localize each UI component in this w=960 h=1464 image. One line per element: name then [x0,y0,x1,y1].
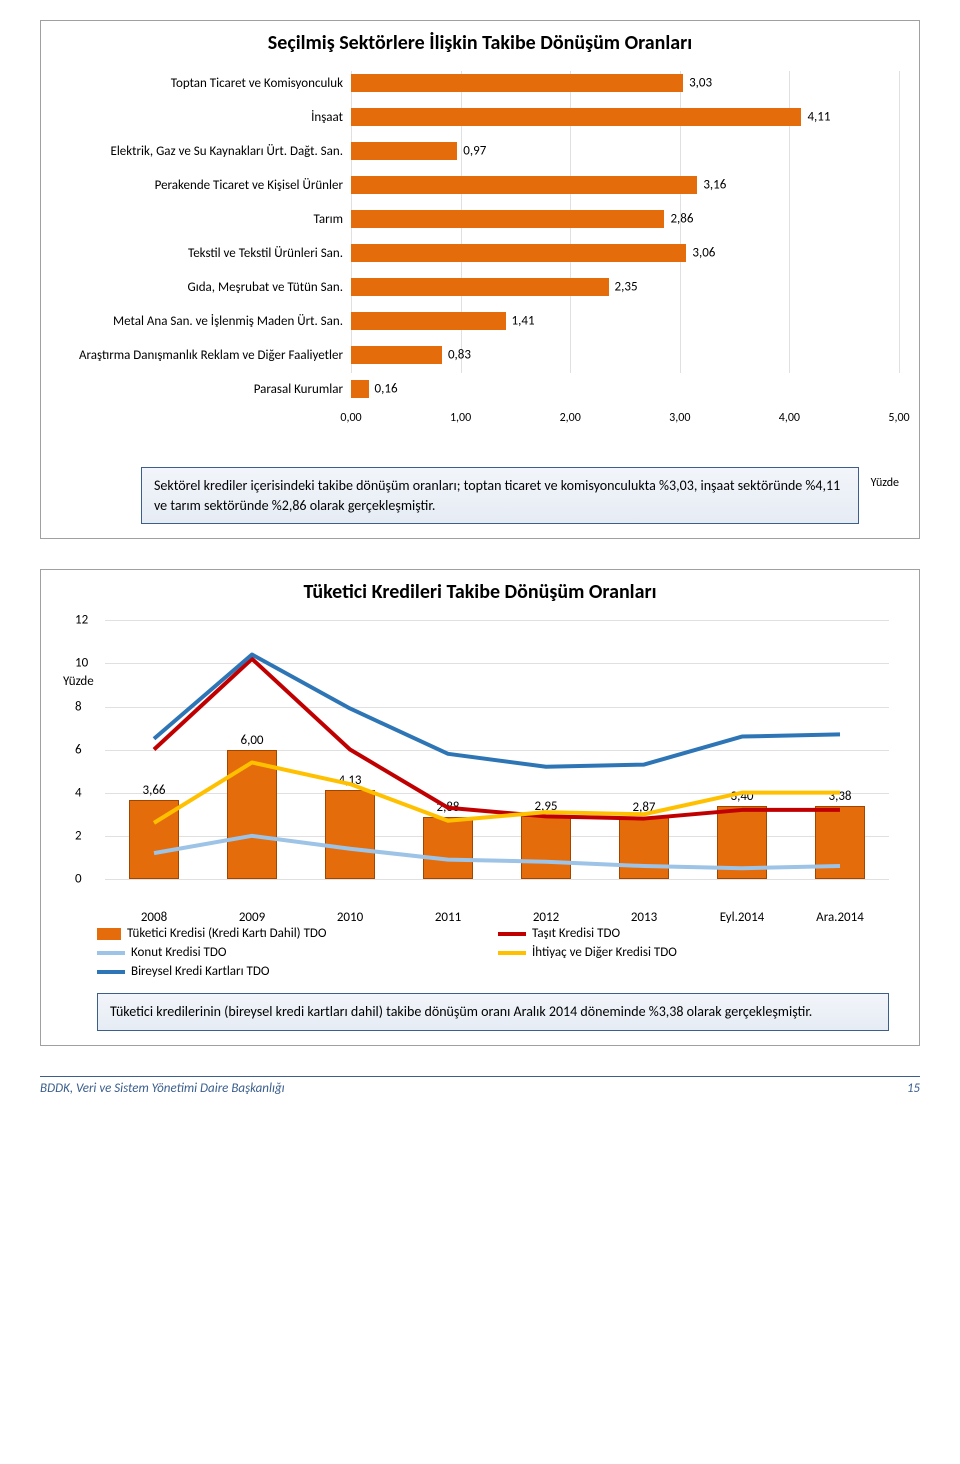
consumer-xaxis-label: Ara.2014 [791,910,889,925]
consumer-ytick: 8 [75,699,82,714]
sector-bar-row: Tarım2,86 [61,207,899,231]
sector-xaxis-tick: 4,00 [779,411,800,425]
consumer-xaxis-label: 2012 [497,910,595,925]
legend-label: Konut Kredisi TDO [131,945,226,960]
legend-label: Taşıt Kredisi TDO [532,926,620,941]
legend-label: İhtiyaç ve Diğer Kredisi TDO [532,945,677,960]
consumer-xaxis-label: 2010 [301,910,399,925]
footer-page-number: 15 [907,1081,920,1096]
sector-bar-label: Elektrik, Gaz ve Su Kaynakları Ürt. Dağt… [61,144,351,159]
legend-item: Taşıt Kredisi TDO [498,926,899,941]
sector-chart: Seçilmiş Sektörlere İlişkin Takibe Dönüş… [40,20,920,539]
legend-item: Bireysel Kredi Kartları TDO [97,964,498,979]
consumer-xaxis-label: 2013 [595,910,693,925]
sector-bar-row: Metal Ana San. ve İşlenmiş Maden Ürt. Sa… [61,309,899,333]
sector-bar-label: Metal Ana San. ve İşlenmiş Maden Ürt. Sa… [61,314,351,329]
sector-bar-label: Tekstil ve Tekstil Ürünleri San. [61,246,351,261]
sector-xaxis-tick: 5,00 [888,411,909,425]
page-footer: BDDK, Veri ve Sistem Yönetimi Daire Başk… [40,1076,920,1096]
sector-bar: 2,86 [351,210,664,228]
sector-bar-row: Perakende Ticaret ve Kişisel Ürünler3,16 [61,173,899,197]
sector-bar-value: 3,03 [689,76,712,91]
legend-swatch-line-icon [498,951,526,955]
consumer-chart-plot: Yüzde 0246810123,666,004,132,882,952,873… [41,620,919,912]
consumer-ytick: 6 [75,742,82,757]
sector-bar: 3,06 [351,244,686,262]
sector-xaxis-tick: 1,00 [450,411,471,425]
sector-bar-label: Tarım [61,212,351,227]
legend-item: Konut Kredisi TDO [97,945,498,960]
sector-xaxis-tick: 2,00 [560,411,581,425]
sector-bar-label: Araştırma Danışmanlık Reklam ve Diğer Fa… [61,348,351,363]
consumer-chart-legend: Tüketici Kredisi (Kredi Kartı Dahil) TDO… [97,926,899,983]
legend-swatch-line-icon [97,951,125,955]
sector-bar-row: Araştırma Danışmanlık Reklam ve Diğer Fa… [61,343,899,367]
consumer-xaxis-label: 2009 [203,910,301,925]
consumer-chart: Tüketici Kredileri Takibe Dönüşüm Oranla… [40,569,920,1046]
sector-bar-row: Gıda, Meşrubat ve Tütün San.2,35 [61,275,899,299]
sector-bar-label: İnşaat [61,110,351,125]
sector-bar-label: Toptan Ticaret ve Komisyonculuk [61,76,351,91]
consumer-line-series [154,655,840,767]
sector-bar-value: 0,83 [448,348,471,363]
consumer-ytick: 0 [75,872,82,887]
legend-swatch-line-icon [498,932,526,936]
sector-bar: 0,97 [351,142,457,160]
legend-swatch-line-icon [97,970,125,974]
sector-bar-row: İnşaat4,11 [61,105,899,129]
legend-label: Tüketici Kredisi (Kredi Kartı Dahil) TDO [127,926,327,941]
legend-swatch-bar-icon [97,928,121,940]
sector-bar: 4,11 [351,108,801,126]
sector-bar: 0,16 [351,380,369,398]
sector-bar-row: Elektrik, Gaz ve Su Kaynakları Ürt. Dağt… [61,139,899,163]
sector-bar-row: Parasal Kurumlar0,16 [61,377,899,401]
consumer-chart-caption: Tüketici kredilerinin (bireysel kredi ka… [97,993,889,1031]
consumer-chart-title: Tüketici Kredileri Takibe Dönüşüm Oranla… [41,580,919,604]
sector-bar-label: Perakende Ticaret ve Kişisel Ürünler [61,178,351,193]
sector-bar-value: 1,41 [512,314,535,329]
consumer-line-series [154,836,840,868]
sector-xaxis-tick: 3,00 [669,411,690,425]
footer-left: BDDK, Veri ve Sistem Yönetimi Daire Başk… [40,1081,285,1096]
sector-bar: 3,03 [351,74,683,92]
sector-bar-value: 3,06 [692,246,715,261]
consumer-xaxis-label: 2008 [105,910,203,925]
sector-bar-value: 0,16 [375,382,398,397]
consumer-chart-ylabel: Yüzde [63,674,94,689]
legend-item: İhtiyaç ve Diğer Kredisi TDO [498,945,899,960]
consumer-ytick: 12 [75,613,88,628]
sector-chart-caption: Sektörel krediler içerisindeki takibe dö… [141,467,859,524]
legend-item: Tüketici Kredisi (Kredi Kartı Dahil) TDO [97,926,498,941]
legend-label: Bireysel Kredi Kartları TDO [131,964,269,979]
consumer-xaxis-label: Eyl.2014 [693,910,791,925]
sector-bar: 1,41 [351,312,506,330]
sector-bar-value: 3,16 [703,178,726,193]
consumer-ytick: 2 [75,829,82,844]
sector-bar: 3,16 [351,176,697,194]
sector-xaxis-tick: 0,00 [340,411,361,425]
sector-chart-yunit: Yüzde [871,476,899,490]
sector-bar: 0,83 [351,346,442,364]
sector-bar-row: Toptan Ticaret ve Komisyonculuk3,03 [61,71,899,95]
sector-bar: 2,35 [351,278,609,296]
sector-bar-row: Tekstil ve Tekstil Ürünleri San.3,06 [61,241,899,265]
consumer-xaxis-label: 2011 [399,910,497,925]
sector-bar-value: 2,86 [670,212,693,227]
sector-chart-plot: Toptan Ticaret ve Komisyonculuk3,03İnşaa… [41,71,919,451]
sector-chart-title: Seçilmiş Sektörlere İlişkin Takibe Dönüş… [41,31,919,55]
sector-bar-label: Gıda, Meşrubat ve Tütün San. [61,280,351,295]
sector-bar-value: 0,97 [463,144,486,159]
consumer-ytick: 4 [75,785,82,800]
sector-bar-value: 4,11 [807,110,830,125]
consumer-ytick: 10 [75,656,88,671]
sector-bar-label: Parasal Kurumlar [61,382,351,397]
sector-bar-value: 2,35 [615,280,638,295]
